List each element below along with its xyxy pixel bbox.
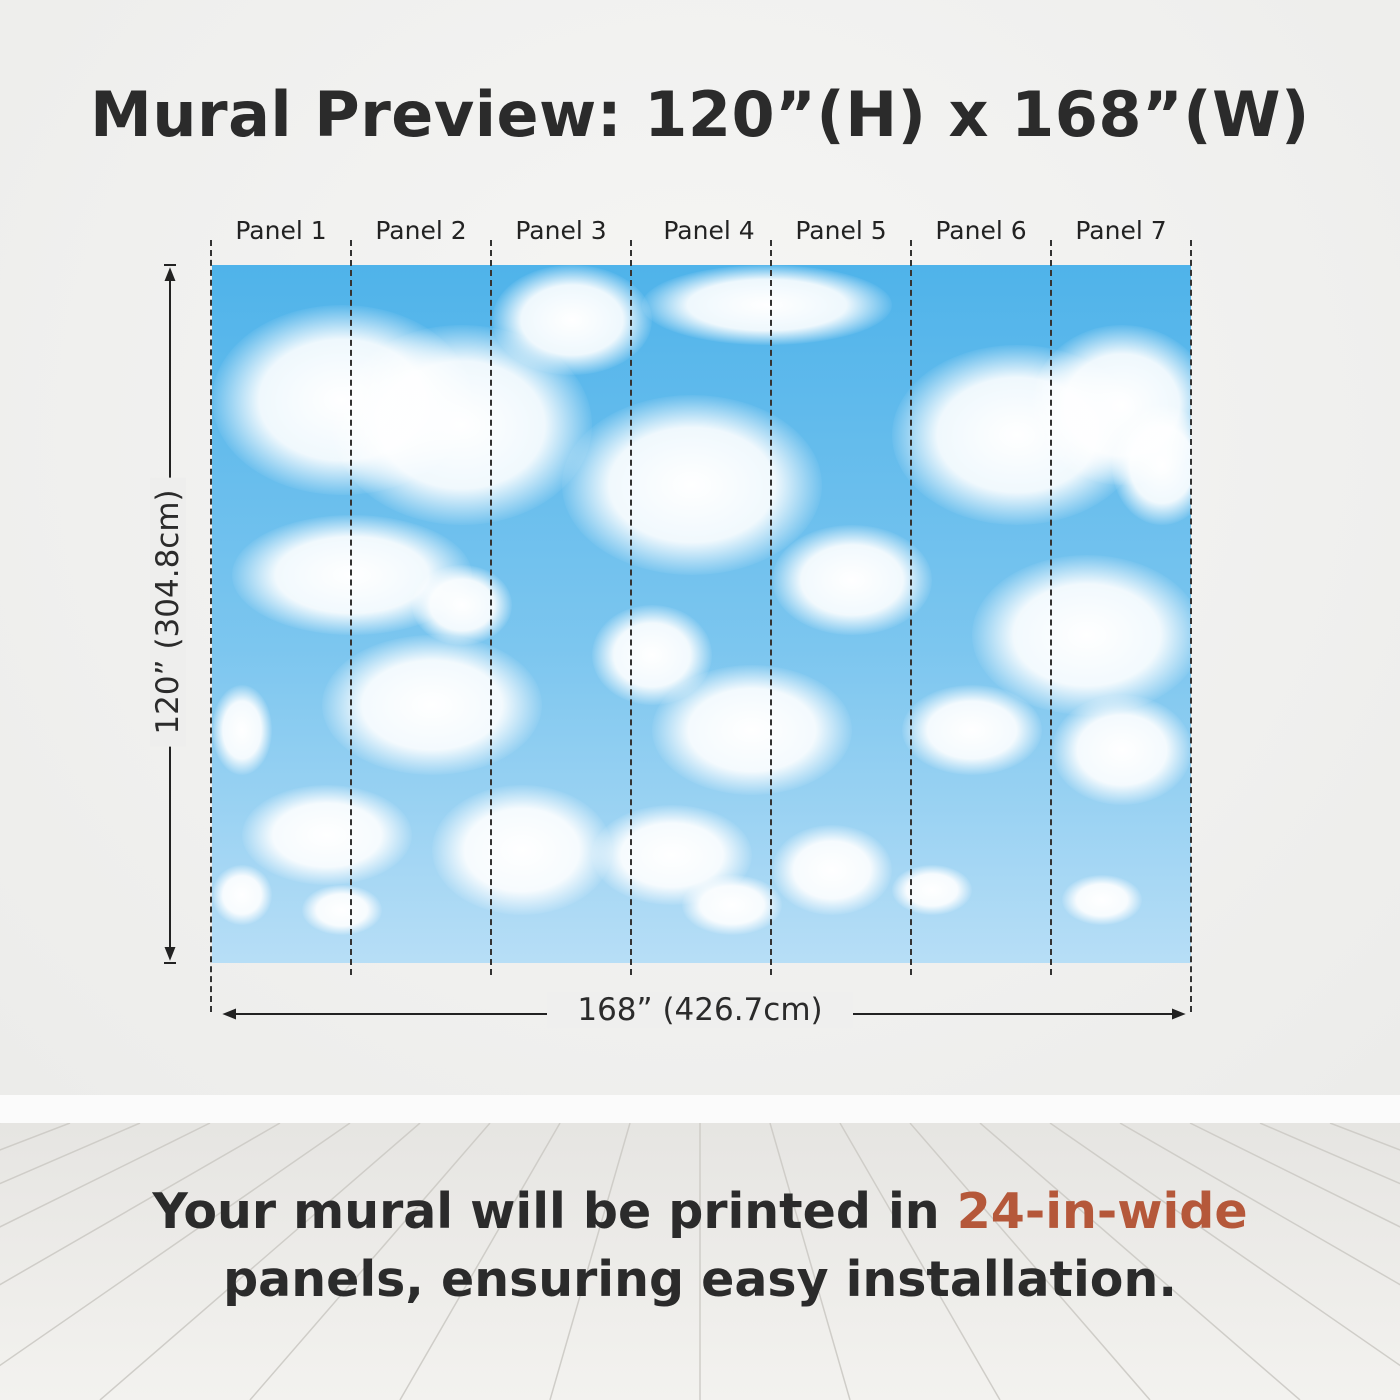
panel-label: Panel 6 — [935, 216, 1027, 245]
plank-seam — [909, 1123, 1151, 1400]
height-arrow-head-down — [164, 947, 176, 961]
cloud — [972, 555, 1191, 715]
panel-divider — [630, 240, 632, 975]
cloud — [1112, 405, 1191, 525]
panel-label: Panel 4 — [663, 216, 755, 245]
plank-seam — [0, 1123, 281, 1286]
cloud — [1062, 875, 1142, 925]
panel-label: Panel 5 — [795, 216, 887, 245]
cloud — [212, 685, 272, 775]
width-dimension-label-wrap: 168” (426.7cm) — [0, 992, 1400, 1028]
caption-highlight: 24-in-wide — [956, 1183, 1248, 1240]
caption-text-start: Your mural will be printed in — [152, 1183, 957, 1240]
cloud — [652, 665, 852, 795]
plank-seam — [249, 1123, 491, 1400]
plank-seam — [1119, 1123, 1400, 1286]
plank-seam — [1189, 1123, 1400, 1228]
cloud — [1052, 695, 1191, 805]
cloud — [892, 865, 972, 915]
panel-divider — [770, 240, 772, 975]
panel-divider — [490, 240, 492, 975]
width-arrow-head-left — [222, 1008, 236, 1020]
plank-seam — [1049, 1123, 1400, 1367]
cloud — [432, 785, 612, 915]
panel-divider — [210, 240, 212, 1012]
plank-seam — [769, 1123, 851, 1400]
height-arrow-head-up — [164, 267, 176, 281]
panel-label: Panel 7 — [1075, 216, 1167, 245]
cloud — [772, 525, 932, 635]
plank-seam — [0, 1123, 351, 1367]
plank-seam — [99, 1123, 421, 1400]
plank-seam — [0, 1123, 211, 1228]
cloud — [642, 265, 892, 345]
cloud — [212, 865, 272, 925]
plank-seam — [839, 1123, 1001, 1400]
plank-seam — [549, 1123, 631, 1400]
mural-image — [212, 265, 1191, 963]
cloud — [492, 265, 652, 375]
page-title: Mural Preview: 120”(H) x 168”(W) — [90, 78, 1310, 151]
plank-seam — [979, 1123, 1301, 1400]
height-dimension-label: 120” (304.8cm) — [150, 477, 186, 747]
cloud — [772, 825, 892, 915]
width-dimension-label: 168” (426.7cm) — [547, 992, 853, 1028]
panel-divider — [1190, 240, 1192, 1012]
floor-planks — [0, 1123, 1400, 1400]
plank-seam — [399, 1123, 561, 1400]
caption: Your mural will be printed in 24-in-wide… — [0, 1178, 1400, 1314]
panel-divider — [350, 240, 352, 975]
panel-divider — [910, 240, 912, 975]
cloud — [412, 565, 512, 645]
plank-seam — [0, 1123, 141, 1185]
cloud — [562, 395, 822, 575]
cloud — [302, 885, 382, 935]
cloud — [902, 685, 1042, 775]
panel-label: Panel 1 — [235, 216, 327, 245]
wood-floor — [0, 1123, 1400, 1400]
plank-seam — [1259, 1123, 1400, 1185]
width-arrow-head-right — [1172, 1008, 1186, 1020]
panel-label: Panel 2 — [375, 216, 467, 245]
panel-label: Panel 3 — [515, 216, 607, 245]
panel-divider — [1050, 240, 1052, 975]
cloud — [682, 875, 782, 935]
cloud — [322, 635, 542, 775]
caption-text-end: panels, ensuring easy installation. — [223, 1251, 1177, 1308]
cloud — [242, 785, 412, 885]
